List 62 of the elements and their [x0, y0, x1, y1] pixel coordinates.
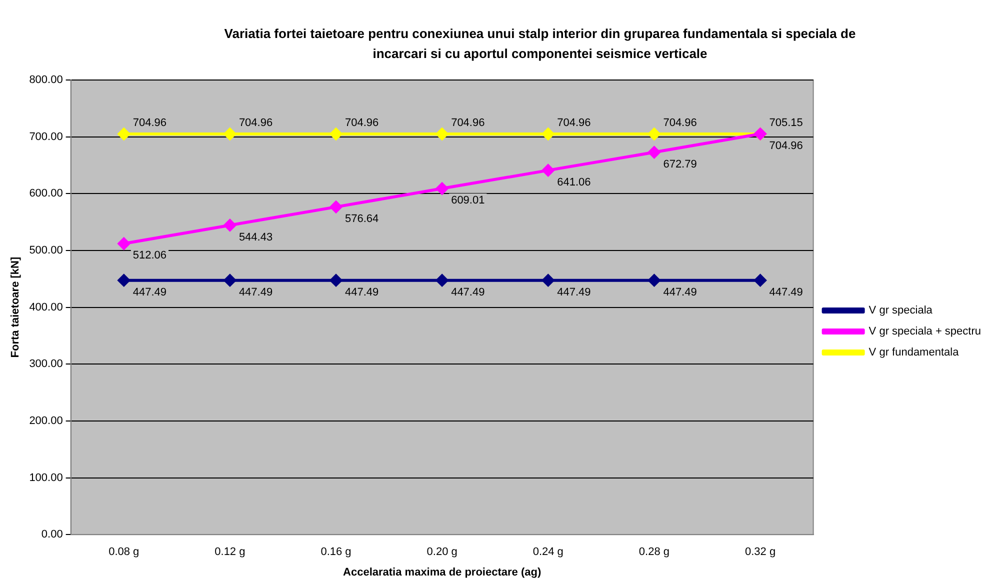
point — [223, 128, 236, 141]
data-label: 672.79 — [663, 158, 697, 170]
point — [330, 274, 343, 287]
y-tick-label: 700.00 — [29, 130, 63, 143]
x-axis-title: Accelaratia maxima de proiectare (ag) — [343, 566, 542, 578]
point — [117, 128, 130, 141]
data-label: 447.49 — [663, 286, 697, 298]
point — [330, 200, 343, 214]
y-axis-title: Forta taietoare [kN] — [10, 256, 22, 358]
point — [648, 146, 661, 159]
point — [117, 274, 130, 287]
point — [542, 164, 555, 177]
data-label: 447.49 — [769, 286, 803, 298]
y-tick-label: 100.00 — [29, 472, 63, 484]
y-tick-label: 600.00 — [29, 188, 63, 200]
point — [117, 237, 130, 250]
data-label: 544.43 — [238, 231, 273, 244]
data-label: 641.06 — [557, 176, 591, 188]
data-label: 447.49 — [451, 286, 485, 298]
x-tick-label: 0.24 g — [532, 546, 564, 558]
data-label: 704.96 — [451, 117, 485, 130]
data-label: 704.96 — [769, 140, 803, 152]
x-tick-label: 0.12 g — [214, 546, 246, 558]
point — [648, 128, 661, 141]
data-label: 704.96 — [132, 117, 167, 130]
x-tick-label: 0.08 g — [108, 546, 140, 558]
data-label: 704.96 — [557, 117, 591, 130]
data-label: 512.06 — [132, 250, 167, 262]
point — [223, 218, 236, 232]
legend-label: V gr speciala — [868, 304, 934, 317]
point — [436, 274, 449, 287]
x-tick-label: 0.20 g — [426, 546, 458, 558]
y-tick-label: 400.00 — [29, 301, 63, 314]
chart-title: Variatia fortei taietoare pentru conexiunea unui stalp interior din gruparea fundamentala si speciala de incarcari si cu aportul componentei seismice verticale — [223, 25, 857, 63]
point — [223, 274, 236, 287]
point — [436, 182, 449, 196]
data-label: 576.64 — [345, 212, 379, 225]
y-tick-label: 0.00 — [41, 528, 63, 541]
point — [754, 274, 767, 287]
data-label: 447.49 — [132, 286, 167, 298]
legend-label: V gr speciala + spectru — [868, 326, 982, 338]
data-label: 447.49 — [238, 286, 273, 298]
data-label: 704.96 — [663, 117, 697, 130]
y-tick-label: 200.00 — [29, 414, 63, 427]
data-label: 447.49 — [557, 286, 591, 298]
data-label: 447.49 — [345, 286, 379, 298]
x-tick-label: 0.16 g — [320, 546, 352, 558]
data-label: 704.96 — [345, 117, 379, 130]
data-label: 609.01 — [451, 194, 485, 207]
y-tick-label: 300.00 — [29, 358, 63, 370]
x-tick-label: 0.32 g — [744, 546, 776, 558]
point — [542, 128, 555, 141]
y-tick-label: 500.00 — [29, 244, 63, 257]
point — [330, 128, 343, 141]
data-label: 705.15 — [769, 116, 803, 129]
point — [436, 128, 449, 141]
point — [542, 274, 555, 287]
data-label: 704.96 — [238, 117, 273, 130]
legend-label: V gr fundamentala — [868, 346, 960, 359]
x-tick-label: 0.28 g — [638, 546, 670, 558]
y-tick-label: 800.00 — [29, 74, 63, 86]
point — [648, 274, 661, 287]
